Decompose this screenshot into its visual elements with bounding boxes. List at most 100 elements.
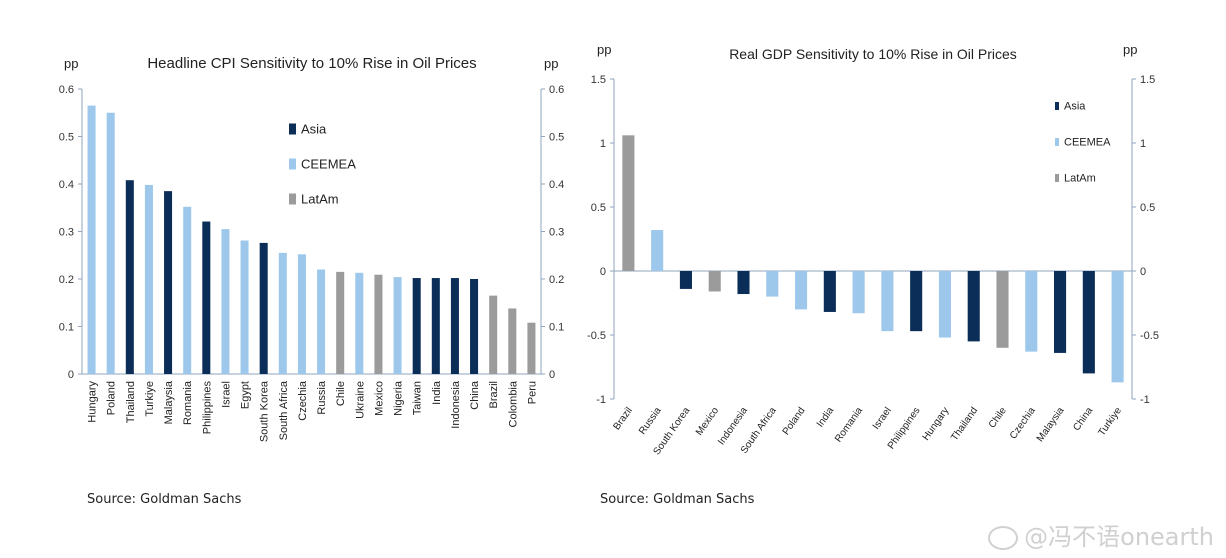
cpi-category-label: Philippines: [201, 381, 213, 435]
cpi-left-tick-label: 0.6: [59, 84, 74, 96]
cpi-sensitivity-chart: Headline CPI Sensitivity to 10% Rise in …: [59, 55, 565, 442]
watermark-text: @冯不语onearth: [1024, 523, 1214, 551]
cpi-bar-thailand: [125, 180, 134, 374]
cpi-bar-czechia: [297, 254, 306, 374]
watermark: @冯不语onearth: [988, 517, 1214, 552]
cpi-right-unit-label: pp: [544, 56, 558, 71]
gdp-bar-china: [1082, 271, 1095, 374]
cpi-left-tick-label: 0.2: [59, 274, 74, 286]
cpi-left-tick-label: 0.1: [59, 322, 74, 334]
gdp-legend-swatch-ceemea: [1055, 138, 1059, 146]
cpi-bar-russia: [317, 269, 326, 374]
gdp-category-label: China: [1071, 405, 1095, 433]
cpi-category-label: Poland: [106, 381, 118, 415]
cpi-right-tick-label: 0.2: [549, 274, 564, 286]
cpi-category-label: Ukraine: [354, 381, 366, 419]
cpi-bar-ukraine: [355, 272, 364, 374]
cpi-bar-romania: [183, 206, 192, 374]
gdp-category-label: Romania: [833, 405, 865, 444]
cpi-category-label: Czechia: [297, 380, 309, 421]
gdp-bar-mexico: [708, 271, 721, 292]
cpi-bar-china: [470, 279, 479, 374]
gdp-category-label: Chile: [987, 405, 1009, 430]
gdp-category-label: Brazil: [611, 405, 634, 432]
gdp-right-tick-label: -1: [1140, 394, 1150, 406]
gdp-bar-malaysia: [1054, 271, 1067, 353]
cpi-bar-south-africa: [278, 252, 287, 374]
gdp-category-label: Turkiye: [1096, 405, 1124, 438]
cpi-bar-south-korea: [259, 242, 268, 374]
cpi-bar-nigeria: [393, 277, 402, 374]
gdp-category-label: Mexico: [694, 405, 721, 438]
cpi-category-label: Malaysia: [163, 380, 175, 424]
cpi-legend-label-ceemea: CEEMEA: [301, 156, 356, 171]
cpi-chart-panel: Headline CPI Sensitivity to 10% Rise in …: [0, 0, 600, 558]
gdp-category-label: Russia: [637, 405, 664, 437]
gdp-right-tick-label: 1: [1140, 138, 1146, 150]
gdp-category-label: Hungary: [921, 405, 952, 442]
cpi-category-label: Turkiye: [144, 381, 156, 417]
cpi-category-label: Thailand: [125, 381, 137, 423]
cpi-bar-brazil: [489, 295, 498, 374]
gdp-bar-philippines: [910, 271, 923, 332]
cpi-legend-swatch-asia: [289, 123, 296, 135]
cpi-right-tick-label: 0.3: [549, 227, 564, 239]
cpi-right-tick-label: 0.1: [549, 322, 564, 334]
gdp-bar-turkiye: [1111, 271, 1124, 383]
cpi-legend-label-asia: Asia: [301, 121, 327, 136]
cpi-right-tick-label: 0: [549, 369, 555, 381]
gdp-chart-source: Source: Goldman Sachs: [600, 492, 755, 507]
cpi-bar-colombia: [508, 308, 517, 374]
cpi-left-tick-label: 0.4: [59, 179, 74, 191]
cpi-bar-india: [431, 278, 440, 374]
gdp-bar-india: [823, 271, 836, 312]
cpi-category-label: Russia: [316, 380, 328, 415]
gdp-left-tick-label: 0: [600, 266, 606, 278]
gdp-category-label: Malaysia: [1035, 405, 1067, 444]
gdp-category-label: India: [815, 405, 837, 429]
gdp-legend-swatch-asia: [1055, 102, 1059, 110]
cpi-bar-indonesia: [450, 278, 459, 374]
cpi-category-label: China: [469, 380, 481, 410]
gdp-right-unit-label: pp: [1123, 42, 1137, 57]
cpi-right-tick-label: 0.6: [549, 84, 564, 96]
gdp-left-tick-label: -1: [596, 394, 606, 406]
gdp-legend-swatch-latam: [1055, 174, 1059, 182]
cpi-category-label: India: [431, 380, 443, 405]
gdp-chart-title: Real GDP Sensitivity to 10% Rise in Oil …: [729, 46, 1017, 62]
gdp-bar-thailand: [967, 271, 980, 342]
gdp-legend-label-latam: LatAm: [1064, 173, 1096, 185]
gdp-left-tick-label: 1.5: [591, 74, 606, 86]
gdp-bar-romania: [852, 271, 865, 314]
gdp-bar-russia: [651, 230, 664, 271]
cpi-category-label: Nigeria: [393, 380, 405, 416]
weibo-icon: [988, 526, 1019, 550]
cpi-category-label: Brazil: [488, 381, 500, 409]
gdp-left-tick-label: 1: [600, 138, 606, 150]
gdp-right-tick-label: 0: [1140, 266, 1146, 278]
cpi-legend-label-latam: LatAm: [301, 191, 339, 206]
cpi-category-label: Peru: [526, 381, 538, 404]
gdp-sensitivity-chart: Real GDP Sensitivity to 10% Rise in Oil …: [587, 42, 1159, 457]
cpi-chart-source: Source: Goldman Sachs: [87, 492, 242, 507]
gdp-bar-south-korea: [679, 271, 692, 289]
gdp-category-label: Israel: [871, 405, 894, 431]
cpi-bar-chile: [336, 271, 345, 374]
gdp-category-label: Czechia: [1008, 405, 1038, 441]
gdp-legend-label-asia: Asia: [1064, 101, 1086, 113]
cpi-legend-swatch-ceemea: [289, 158, 296, 170]
gdp-bar-israel: [881, 271, 894, 332]
cpi-category-label: Mexico: [373, 381, 385, 416]
cpi-category-label: Indonesia: [450, 380, 462, 429]
cpi-category-label: Colombia: [507, 380, 519, 427]
cpi-category-label: Egypt: [240, 381, 252, 409]
cpi-right-tick-label: 0.4: [549, 179, 564, 191]
gdp-left-tick-label: 0.5: [591, 202, 606, 214]
cpi-category-label: Chile: [335, 381, 347, 406]
gdp-right-tick-label: 1.5: [1140, 74, 1155, 86]
gdp-right-tick-label: -0.5: [1140, 330, 1159, 342]
gdp-left-unit-label: pp: [597, 42, 611, 57]
gdp-category-label: Poland: [781, 405, 808, 437]
cpi-category-label: Romania: [182, 380, 194, 425]
cpi-category-label: Israel: [220, 381, 232, 408]
